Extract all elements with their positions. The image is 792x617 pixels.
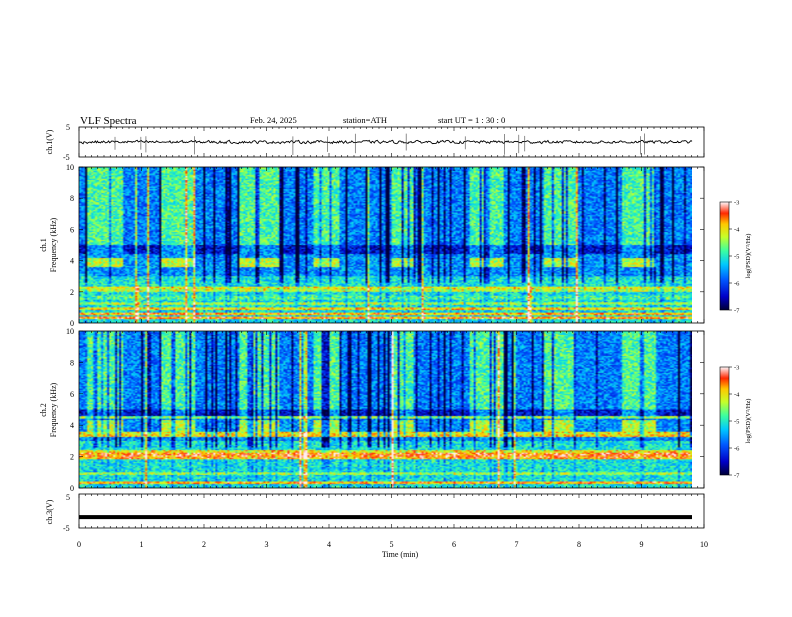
ch3-waveform-line [79,515,692,520]
x-axis-label: Time (min) [382,550,419,559]
x-tick-label-5: 5 [390,540,394,549]
cbar2-tick-label-0: -3 [734,365,739,372]
ch1-spectrogram-image [79,167,692,323]
station-label: station=ATH [343,115,387,125]
cbar1-tick-label-2: -5 [734,254,739,261]
ch1-ylabel: ch.1(V) [45,129,54,154]
ch3-waveform-frame [78,493,705,529]
x-tick-label-1: 1 [140,540,144,549]
spec2-ytick-label-3: 6 [70,390,74,399]
time-axis: 0 1 2 3 4 5 6 7 8 9 10 [77,127,708,549]
ch2-spectrogram-panel: 0 2 4 6 8 10 ch.2 Frequency (kHz) [39,327,705,493]
ch2-colorbar-image [720,367,729,475]
ch2-spec-label-top: ch.2 [39,403,48,417]
spec1-ytick-label-5: 10 [66,163,74,172]
ch3-ylabel: ch.3(V) [45,499,54,524]
ch1-spec-label-top: ch.1 [39,238,48,252]
spec1-ytick-label-3: 6 [70,225,74,234]
ch3-waveform-panel: 5 -5 ch.3(V) [45,493,705,533]
cbar2-tick-label-4: -7 [734,473,740,480]
cbar1-tick-label-3: -6 [734,281,740,288]
spec2-ytick-label-1: 2 [70,453,74,462]
ch1-waveform-panel: 5 -5 ch.1(V) [45,123,705,162]
cbar2-tick-label-2: -5 [734,419,739,426]
cbar2-tick-label-3: -6 [734,446,740,453]
spec2-ytick-label-5: 10 [66,327,74,336]
spec1-ytick-label-2: 4 [70,257,74,266]
ch1-colorbar-image [720,202,729,310]
x-tick-label-2: 2 [202,540,206,549]
ch1-colorbar: -3 -4 -5 -6 -7 log(PSD)(V²/Hz) [719,200,752,315]
start-ut-label: start UT = 1 : 30 : 0 [438,115,505,125]
ch1-spectrogram-yticks: 0 2 4 6 8 10 [66,163,704,328]
spec1-ytick-label-4: 8 [70,194,74,203]
ch2-spec-ylabel: Frequency (kHz) [49,382,58,437]
x-tick-label-4: 4 [327,540,331,549]
x-tick-label-10: 10 [700,540,708,549]
cbar1-tick-label-0: -3 [734,200,739,207]
spec1-ytick-label-1: 2 [70,288,74,297]
ch1-spectrogram-panel: 0 2 4 6 8 10 ch.1 Frequency (kHz) [39,163,705,328]
x-tick-label-8: 8 [577,540,581,549]
ch1-waveform-line [78,139,693,145]
spec1-ytick-label-0: 0 [70,319,74,328]
ch2-colorbar: -3 -4 -5 -6 -7 log(PSD)(V²/Hz) [719,365,752,480]
ch3-ytick-5: 5 [66,493,70,502]
spec2-ytick-label-2: 4 [70,421,74,430]
x-tick-label-6: 6 [452,540,456,549]
x-tick-label-9: 9 [640,540,644,549]
date-label: Feb. 24, 2025 [250,115,297,125]
cbar2-tick-label-1: -4 [734,392,740,399]
cbar1-tick-label-4: -7 [734,308,740,315]
ch1-ytick-5: 5 [66,123,70,132]
ch1-colorbar-ticks: -3 -4 -5 -6 -7 [729,200,740,315]
ch2-spectrogram-yticks: 0 2 4 6 8 10 [66,327,704,493]
ch3-ytick-neg5: -5 [63,524,70,533]
ch2-spectrogram-image [79,331,692,488]
x-tick-label-0: 0 [77,540,81,549]
ch1-spec-ylabel: Frequency (kHz) [49,217,58,272]
x-tick-label-3: 3 [265,540,269,549]
cbar1-tick-label-1: -4 [734,227,740,234]
x-tick-label-7: 7 [515,540,519,549]
ch2-colorbar-ticks: -3 -4 -5 -6 -7 [729,365,740,480]
ch2-colorbar-label: log(PSD)(V²/Hz) [745,399,752,444]
ch1-colorbar-label: log(PSD)(V²/Hz) [745,234,752,279]
figure-title: VLF Spectra [80,115,137,127]
spec2-ytick-label-4: 8 [70,358,74,367]
ch1-ytick-neg5: -5 [63,153,70,162]
spec2-ytick-label-0: 0 [70,484,74,493]
